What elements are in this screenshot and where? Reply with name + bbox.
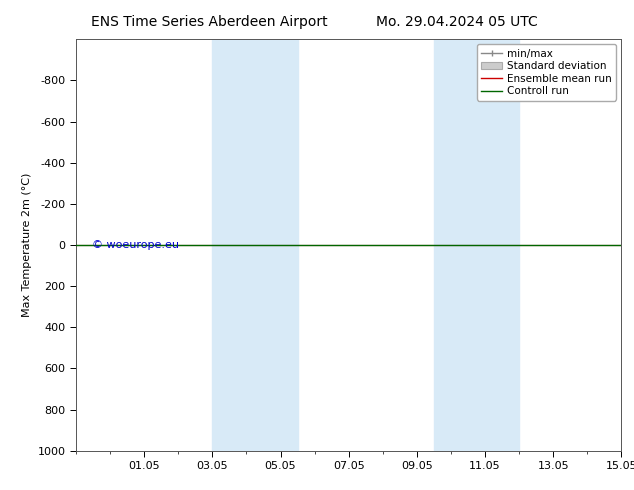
Text: Mo. 29.04.2024 05 UTC: Mo. 29.04.2024 05 UTC (375, 15, 538, 29)
Y-axis label: Max Temperature 2m (°C): Max Temperature 2m (°C) (22, 173, 32, 317)
Bar (434, 39, 519, 451)
Text: © woeurope.eu: © woeurope.eu (93, 240, 179, 250)
Bar (212, 39, 297, 451)
Text: ENS Time Series Aberdeen Airport: ENS Time Series Aberdeen Airport (91, 15, 328, 29)
Legend: min/max, Standard deviation, Ensemble mean run, Controll run: min/max, Standard deviation, Ensemble me… (477, 45, 616, 100)
